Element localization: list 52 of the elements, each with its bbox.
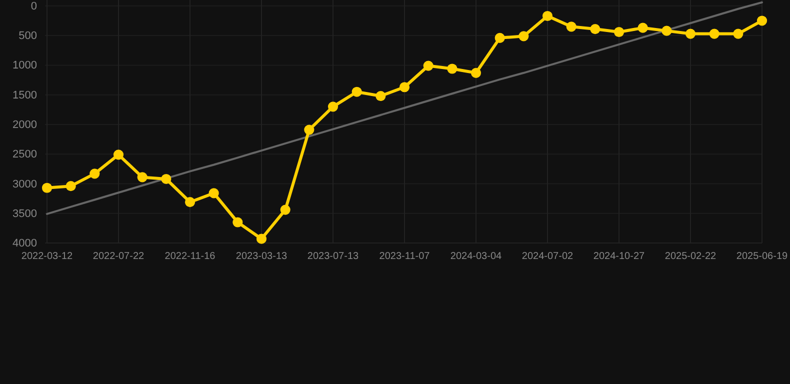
x-tick-label: 2022-03-12 <box>21 251 74 262</box>
y-tick-label: 2000 <box>12 118 37 131</box>
x-tick-label: 2024-10-27 <box>593 251 646 262</box>
point <box>42 182 52 193</box>
point <box>518 31 529 42</box>
y-tick-label: 3000 <box>12 178 37 190</box>
point <box>90 168 100 179</box>
point <box>447 64 458 74</box>
point <box>614 26 624 38</box>
point <box>470 68 482 78</box>
point <box>208 188 219 198</box>
point <box>304 124 314 135</box>
y-tick-label: 1000 <box>12 60 37 72</box>
line-series <box>46 1 763 215</box>
point <box>232 217 243 228</box>
y-tick-label: 2500 <box>12 148 37 161</box>
point <box>184 197 196 208</box>
point <box>542 10 553 22</box>
point <box>566 22 576 32</box>
point <box>352 86 362 97</box>
point <box>280 204 290 215</box>
y-tick-label: 1500 <box>12 89 37 102</box>
x-tick-label: 2023-11-07 <box>379 251 430 262</box>
x-tick-label: 2023-03-13 <box>236 251 288 262</box>
y-tick-label: 3500 <box>12 208 37 220</box>
x-tick-label: 2025-06-19 <box>736 251 788 262</box>
point <box>423 60 434 71</box>
point <box>756 16 768 26</box>
x-tick-label: 2025-02-22 <box>664 251 717 262</box>
x-tick-label: 2024-07-02 <box>522 251 574 262</box>
y-tick-label: 0 <box>30 0 37 12</box>
y-tick-label: 4000 <box>12 238 37 250</box>
point <box>137 172 148 182</box>
point <box>638 22 648 33</box>
point <box>161 174 172 184</box>
point <box>494 32 505 43</box>
point <box>685 28 696 39</box>
x-tick-label: 2022-11-16 <box>164 251 216 262</box>
point <box>256 234 267 244</box>
point <box>376 90 386 102</box>
point <box>709 28 720 39</box>
x-tick-label: 2023-07-13 <box>307 251 360 262</box>
point <box>662 26 672 36</box>
point <box>113 150 124 160</box>
point <box>399 82 410 92</box>
point <box>590 24 600 34</box>
point <box>66 181 76 192</box>
point <box>328 102 338 112</box>
y-tick-label: 500 <box>18 30 37 42</box>
x-tick-label: 2022-07-22 <box>92 251 145 262</box>
x-tick-label: 2024-03-04 <box>450 251 502 262</box>
point <box>733 28 744 39</box>
